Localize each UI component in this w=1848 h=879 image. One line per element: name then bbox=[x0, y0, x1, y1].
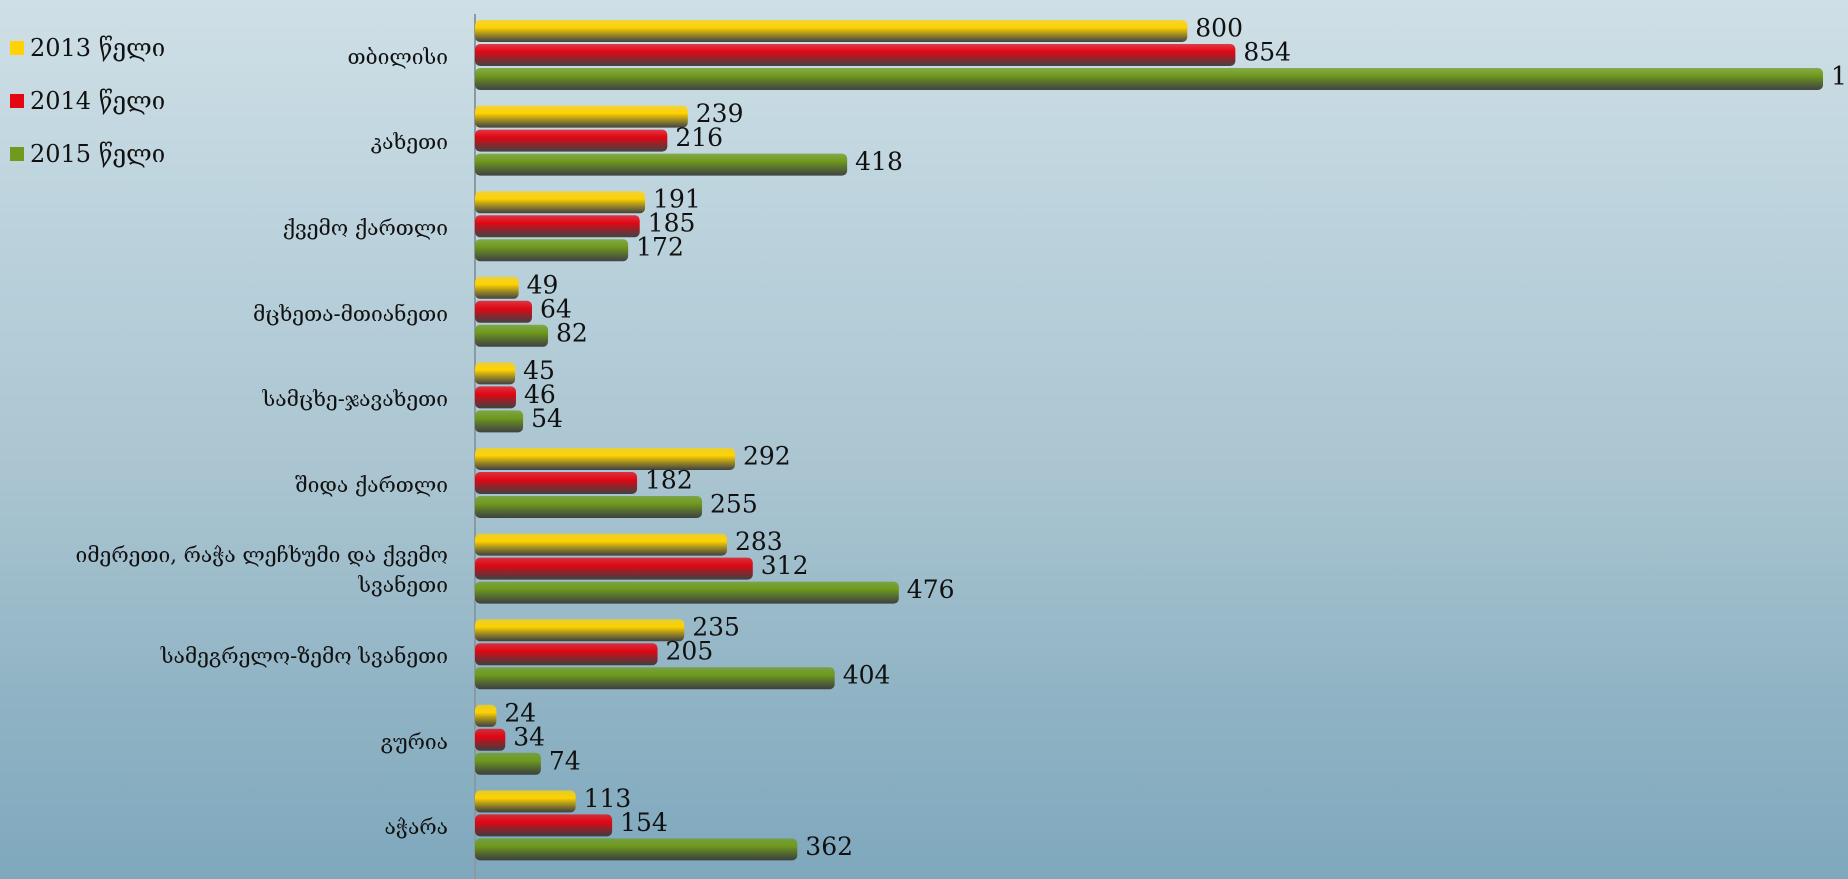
legend-item: 2013 წელი bbox=[10, 34, 165, 62]
bar bbox=[475, 752, 541, 775]
value-label: 54 bbox=[531, 404, 563, 433]
bar bbox=[475, 728, 506, 751]
value-label: 74 bbox=[549, 746, 581, 775]
value-label: 46 bbox=[524, 380, 556, 409]
bar bbox=[475, 20, 1188, 42]
legend-label: 2013 წელი bbox=[30, 34, 166, 62]
bar bbox=[475, 496, 703, 518]
value-label: 205 bbox=[666, 637, 714, 666]
value-label: 854 bbox=[1243, 38, 1291, 67]
category-label: აჭარა bbox=[384, 815, 448, 840]
value-label: 113 bbox=[584, 784, 632, 813]
bar bbox=[475, 362, 516, 385]
value-label: 185 bbox=[648, 209, 696, 238]
legend-label: 2014 წელი bbox=[30, 87, 166, 115]
legend-swatch bbox=[10, 147, 24, 161]
value-label: 292 bbox=[743, 442, 791, 471]
value-label: 418 bbox=[855, 147, 903, 176]
bar bbox=[475, 704, 497, 727]
value-label: 800 bbox=[1195, 14, 1243, 43]
bar bbox=[475, 239, 629, 262]
bar bbox=[475, 44, 1236, 66]
value-label: 476 bbox=[907, 575, 955, 604]
bar bbox=[475, 68, 1823, 90]
bar bbox=[475, 533, 727, 556]
bar bbox=[475, 581, 899, 604]
bar bbox=[475, 667, 835, 690]
value-label: 64 bbox=[540, 294, 572, 323]
bar bbox=[475, 276, 519, 299]
bar bbox=[475, 105, 688, 128]
value-label: 34 bbox=[513, 722, 545, 751]
bar bbox=[475, 557, 753, 580]
category-label: თბილისი bbox=[347, 44, 448, 69]
legend-swatch bbox=[10, 94, 24, 108]
bar bbox=[475, 643, 658, 666]
category-label: გურია bbox=[380, 729, 448, 754]
category-label: სამეგრელო-ზემო სვანეთი bbox=[160, 644, 448, 668]
value-label: 24 bbox=[504, 698, 536, 727]
bar bbox=[475, 619, 685, 642]
category-label: შიდა ქართლი bbox=[295, 472, 448, 497]
bar bbox=[475, 410, 524, 433]
value-label: 312 bbox=[761, 551, 809, 580]
value-label: 235 bbox=[692, 613, 740, 642]
bar bbox=[475, 386, 516, 409]
category-label: კახეთი bbox=[370, 130, 448, 155]
value-label: 216 bbox=[675, 123, 723, 152]
bar bbox=[475, 300, 532, 323]
value-label: 404 bbox=[843, 661, 891, 690]
value-label: 239 bbox=[696, 99, 744, 128]
bar bbox=[475, 838, 798, 861]
bar bbox=[475, 814, 613, 837]
bar bbox=[475, 215, 640, 238]
category-label: მცხეთა-მთიანეთი bbox=[252, 301, 448, 326]
value-label: 82 bbox=[556, 318, 588, 347]
value-label: 182 bbox=[645, 466, 693, 495]
value-label: 255 bbox=[710, 490, 758, 519]
legend-item: 2015 წელი bbox=[10, 140, 165, 168]
legend-label: 2015 წელი bbox=[30, 140, 166, 168]
bar bbox=[475, 191, 646, 214]
value-label: 1514 bbox=[1831, 62, 1848, 91]
value-label: 172 bbox=[636, 233, 684, 262]
bar bbox=[475, 790, 576, 813]
legend-swatch bbox=[10, 41, 24, 55]
value-label: 191 bbox=[653, 185, 701, 214]
category-label: სამცხე-ჯავახეთი bbox=[262, 387, 448, 412]
value-label: 154 bbox=[620, 808, 668, 837]
value-label: 362 bbox=[805, 832, 853, 861]
bar bbox=[475, 129, 668, 152]
category-label: იმერეთი, რაჭა ლეჩხუმი და ქვემო სვანეთი bbox=[75, 543, 448, 598]
bar bbox=[475, 472, 638, 494]
bar bbox=[475, 324, 549, 347]
value-label: 49 bbox=[527, 270, 559, 299]
value-label: 45 bbox=[523, 356, 555, 385]
category-label: ქვემო ქართლი bbox=[282, 216, 448, 240]
value-label: 283 bbox=[735, 527, 783, 556]
bar bbox=[475, 153, 848, 176]
legend-item: 2014 წელი bbox=[10, 87, 165, 115]
bar bbox=[475, 448, 735, 470]
